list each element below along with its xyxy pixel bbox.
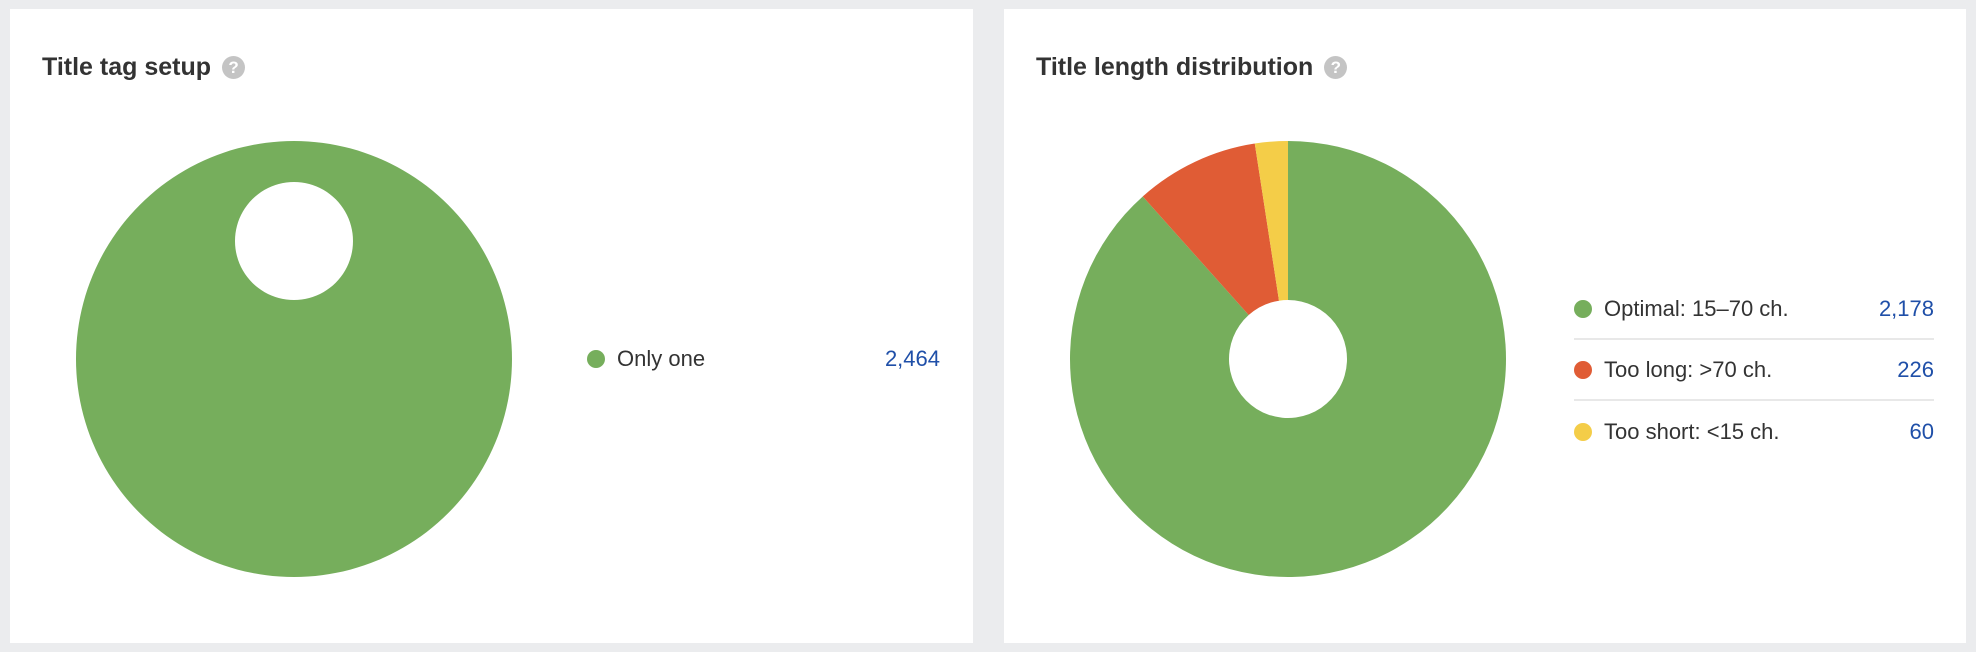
donut-chart (1070, 141, 1506, 577)
legend-dot-icon (1574, 360, 1592, 379)
pie-slice-2[interactable] (1142, 143, 1280, 316)
legend-dot-icon (587, 349, 605, 368)
legend-item[interactable]: Optimal: 15–70 ch. 2,178 (1574, 279, 1934, 340)
legend-dot-icon (1574, 422, 1592, 441)
legend-item[interactable]: Too short: <15 ch. 60 (1574, 401, 1934, 462)
legend-value[interactable]: 226 (1897, 356, 1934, 382)
legend-label: Optimal: 15–70 ch. (1604, 295, 1789, 321)
legend-item[interactable]: Only one 2,464 (587, 328, 940, 389)
pie-slice-1[interactable] (1070, 141, 1506, 577)
title-tag-setup-card: Title tag setup? Only one 2,464 (10, 9, 973, 643)
help-icon[interactable]: ? (1324, 56, 1348, 79)
card-title: Title tag setup (42, 53, 212, 81)
legend-value[interactable]: 2,178 (1878, 295, 1934, 321)
legend: Optimal: 15–70 ch. 2,178 Too long: >70 ch.… (1574, 279, 1934, 462)
legend-dot-icon (1574, 299, 1592, 318)
legend-label: Only one (617, 345, 706, 371)
legend-value[interactable]: 2,464 (884, 345, 940, 371)
donut-chart (75, 141, 512, 577)
legend-label: Too short: <15 ch. (1604, 418, 1780, 444)
pie-slice-1[interactable] (75, 141, 512, 577)
pie-slice-3[interactable] (1254, 141, 1288, 301)
help-icon[interactable]: ? (222, 56, 246, 79)
legend-value[interactable]: 60 (1909, 418, 1934, 444)
legend: Only one 2,464 (587, 328, 940, 389)
title-length-distribution-card: Title length distribution? Optimal: 15–7… (1004, 9, 1966, 643)
legend-item[interactable]: Too long: >70 ch. 226 (1574, 340, 1934, 401)
legend-label: Too long: >70 ch. (1604, 356, 1773, 382)
card-title: Title length distribution (1036, 53, 1314, 81)
